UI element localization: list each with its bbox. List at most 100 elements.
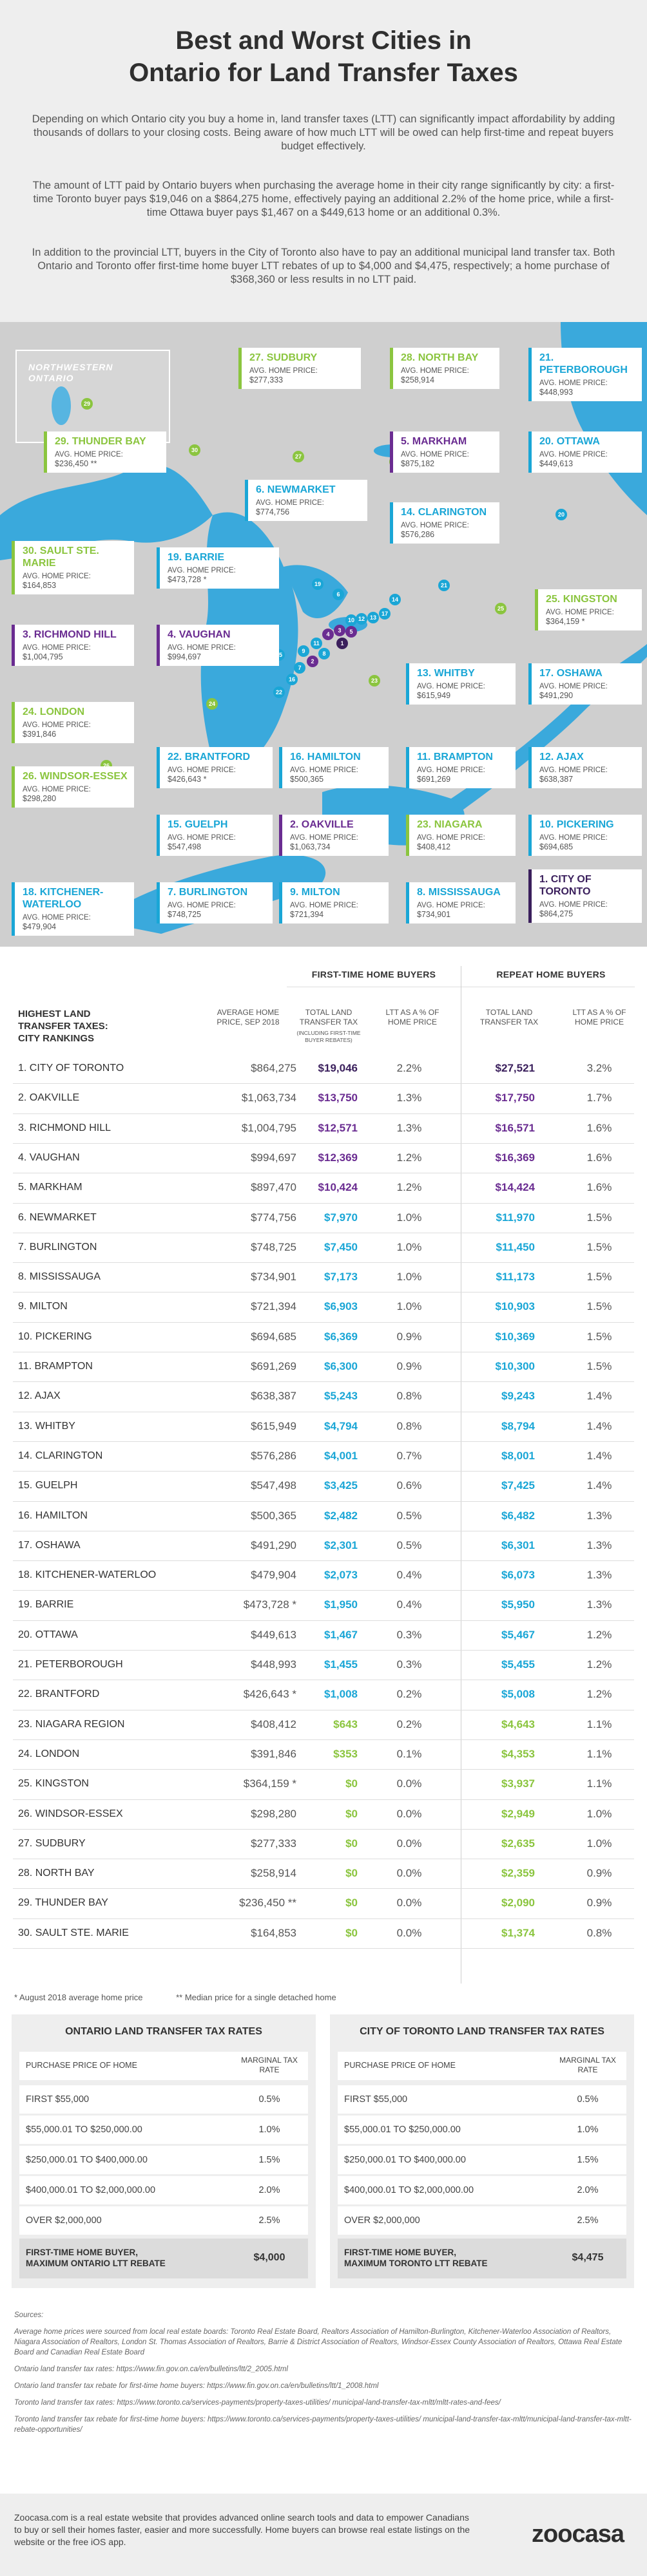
city-card-hamilton: 16. HAMILTON AVG. HOME PRICE: $500,365 bbox=[279, 747, 389, 788]
row-divider bbox=[13, 1888, 634, 1889]
row-divider bbox=[13, 1142, 634, 1144]
cell-rppct: 3.2% bbox=[586, 1062, 612, 1074]
city-label: VAUGHAN bbox=[179, 629, 231, 640]
city-name: 8. MISSISSAUGA bbox=[417, 886, 509, 898]
cell-rppct: 1.1% bbox=[586, 1718, 612, 1730]
city-card-oakville: 2. OAKVILLE AVG. HOME PRICE: $1,063,734 bbox=[279, 815, 389, 856]
city-label: NIAGARA bbox=[434, 819, 483, 830]
cell-ftlt: $7,970 bbox=[324, 1211, 358, 1224]
cell-rplt: $2,635 bbox=[501, 1837, 535, 1850]
rate-bracket: FIRST $55,000 bbox=[26, 2094, 90, 2105]
source-toronto-rebate[interactable]: Toronto land transfer tax rebate for fir… bbox=[14, 2416, 632, 2434]
cell-rppct: 1.4% bbox=[586, 1419, 612, 1432]
cell-ftlt: $6,300 bbox=[324, 1360, 358, 1372]
cell-price: $408,412 bbox=[251, 1718, 296, 1730]
zoocasa-logo[interactable]: zoocasa bbox=[532, 2521, 624, 2548]
source-ontario-rebate[interactable]: Ontario land transfer tax rebate for fir… bbox=[14, 2382, 379, 2390]
cell-rank: 13. WHITBY bbox=[18, 1420, 75, 1432]
price-label: AVG. HOME PRICE: bbox=[417, 902, 485, 909]
city-card-oshawa: 17. OSHAWA AVG. HOME PRICE: $491,290 bbox=[528, 663, 642, 705]
price-label: AVG. HOME PRICE: bbox=[539, 901, 608, 909]
source-toronto-rates[interactable]: Toronto land transfer tax rates: https:/… bbox=[14, 2399, 501, 2407]
rate-row: $400,000.01 TO $2,000,000.00 2.0% bbox=[19, 2176, 308, 2204]
cell-rplt: $11,173 bbox=[496, 1271, 535, 1283]
cell-ftpct: 1.2% bbox=[396, 1181, 422, 1194]
northwestern-ontario-region bbox=[15, 350, 170, 443]
city-card-barrie: 19. BARRIE AVG. HOME PRICE: $473,728 * bbox=[157, 547, 279, 589]
pin-hamilton: 16 bbox=[286, 674, 298, 685]
city-label: SAULT STE. MARIE bbox=[23, 545, 99, 569]
cell-ftpct: 1.0% bbox=[396, 1300, 422, 1313]
cell-price: $479,904 bbox=[251, 1569, 296, 1582]
cell-rppct: 1.5% bbox=[586, 1271, 612, 1283]
table-row: 11. BRAMPTON $691,269 $6,300 0.9% $10,300 1.5… bbox=[0, 1353, 647, 1380]
cell-rppct: 1.5% bbox=[586, 1240, 612, 1253]
cell-rppct: 1.5% bbox=[586, 1330, 612, 1343]
cell-price: $547,498 bbox=[251, 1479, 296, 1492]
cell-price: $897,470 bbox=[251, 1181, 296, 1194]
city-card-whitby: 13. WHITBY AVG. HOME PRICE: $615,949 bbox=[406, 663, 516, 705]
cell-rank: 19. BARRIE bbox=[18, 1599, 74, 1611]
price-label: AVG. HOME PRICE: bbox=[168, 567, 236, 574]
pin-brantford: 22 bbox=[273, 687, 285, 698]
cell-ftpct: 0.0% bbox=[396, 1777, 422, 1790]
city-card-ottawa: 20. OTTAWA AVG. HOME PRICE: $449,613 bbox=[528, 431, 642, 473]
table-row: 26. WINDSOR-ESSEX $298,280 $0 0.0% $2,949 1.0… bbox=[0, 1801, 647, 1828]
cell-rplt: $10,300 bbox=[495, 1360, 535, 1372]
cell-rppct: 1.5% bbox=[586, 1300, 612, 1313]
rate-bracket: OVER $2,000,000 bbox=[26, 2215, 102, 2226]
city-name: 18. KITCHENER-WATERLOO bbox=[23, 886, 128, 911]
header: Best and Worst Cities in Ontario for Lan… bbox=[0, 0, 647, 322]
city-price: $449,613 bbox=[539, 459, 574, 468]
cell-ftpct: 0.5% bbox=[396, 1539, 422, 1551]
cell-rank: 1. CITY OF TORONTO bbox=[18, 1063, 124, 1074]
rate-bracket: OVER $2,000,000 bbox=[344, 2215, 420, 2226]
city-rank: 16. bbox=[290, 752, 305, 762]
table-row: 17. OSHAWA $491,290 $2,301 0.5% $6,301 1.3% bbox=[0, 1532, 647, 1559]
cell-price: $449,613 bbox=[251, 1628, 296, 1641]
cell-price: $473,728 * bbox=[243, 1598, 296, 1611]
cell-ftlt: $4,794 bbox=[324, 1419, 358, 1432]
rate-row: $55,000.01 TO $250,000.00 1.0% bbox=[338, 2116, 626, 2144]
city-name: 12. AJAX bbox=[539, 751, 635, 763]
price-label: AVG. HOME PRICE: bbox=[23, 914, 91, 922]
city-price: $1,004,795 bbox=[23, 652, 63, 661]
row-divider bbox=[13, 1620, 634, 1621]
cell-rank: 18. KITCHENER-WATERLOO bbox=[18, 1569, 157, 1581]
rate-bracket: FIRST $55,000 bbox=[344, 2094, 408, 2105]
cell-price: $721,394 bbox=[251, 1300, 296, 1313]
pin-london: 24 bbox=[206, 698, 218, 710]
cell-rppct: 1.0% bbox=[586, 1837, 612, 1850]
price-label: AVG. HOME PRICE: bbox=[539, 683, 608, 690]
city-price: $408,412 bbox=[417, 842, 451, 851]
city-name: 30. SAULT STE. MARIE bbox=[23, 545, 128, 569]
rate-bracket: $55,000.01 TO $250,000.00 bbox=[26, 2125, 142, 2135]
city-label: THUNDER BAY bbox=[72, 436, 146, 447]
cell-price: $774,756 bbox=[251, 1211, 296, 1224]
price-label: AVG. HOME PRICE: bbox=[55, 451, 123, 459]
cell-price: $258,914 bbox=[251, 1867, 296, 1880]
cell-rank: 24. LONDON bbox=[18, 1748, 80, 1759]
ontario-rebate-row: FIRST-TIME HOME BUYER, MAXIMUM ONTARIO LT… bbox=[19, 2239, 308, 2278]
source-ontario-rates[interactable]: Ontario land transfer tax rates: https:/… bbox=[14, 2365, 288, 2373]
pin-markham: 5 bbox=[345, 626, 357, 638]
city-label: KITCHENER-WATERLOO bbox=[23, 887, 104, 910]
table-row: 27. SUDBURY $277,333 $0 0.0% $2,635 1.0% bbox=[0, 1830, 647, 1857]
price-label: AVG. HOME PRICE: bbox=[290, 902, 358, 909]
table-row: 28. NORTH BAY $258,914 $0 0.0% $2,359 0.9% bbox=[0, 1860, 647, 1887]
ontario-rates-table: ONTARIO LAND TRANSFER TAX RATES PURCHASE… bbox=[12, 2014, 316, 2288]
cell-price: $748,725 bbox=[251, 1240, 296, 1253]
table-row: 1. CITY OF TORONTO $864,275 $19,046 2.2% $27… bbox=[0, 1055, 647, 1082]
city-rank: 30. bbox=[23, 545, 37, 556]
cell-rank: 23. NIAGARA REGION bbox=[18, 1718, 125, 1730]
cell-rppct: 1.3% bbox=[586, 1569, 612, 1582]
city-card-thunder-bay: 29. THUNDER BAY AVG. HOME PRICE: $236,450 … bbox=[44, 431, 166, 473]
table-row: 21. PETERBOROUGH $448,993 $1,455 0.3% $5,455… bbox=[0, 1651, 647, 1678]
city-price: $391,846 bbox=[23, 730, 57, 739]
city-card-kitchener-waterloo: 18. KITCHENER-WATERLOO AVG. HOME PRICE: $4… bbox=[12, 882, 134, 936]
rate-row: $250,000.01 TO $400,000.00 1.5% bbox=[338, 2146, 626, 2174]
cell-rank: 9. MILTON bbox=[18, 1301, 68, 1312]
city-price: $547,498 bbox=[168, 842, 202, 851]
city-rank: 20. bbox=[539, 436, 554, 447]
city-rank: 26. bbox=[23, 771, 37, 782]
